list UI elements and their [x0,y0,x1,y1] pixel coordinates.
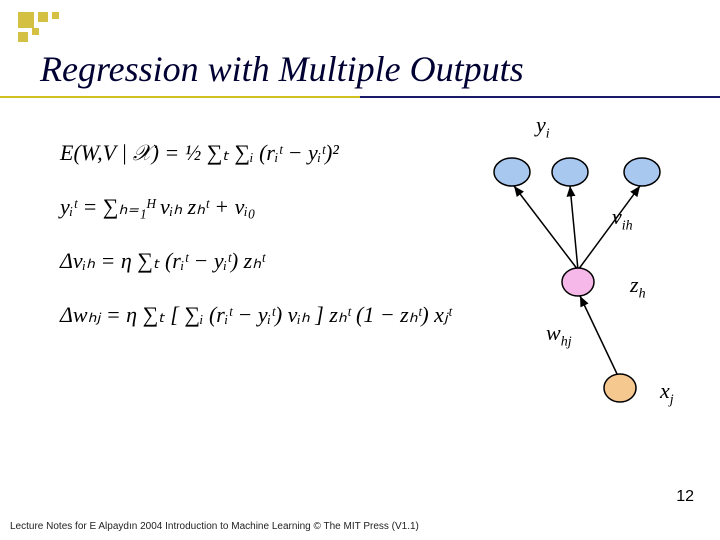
label-z: zh [630,272,646,302]
footer-text: Lecture Notes for E Alpaydın 2004 Introd… [10,521,419,532]
equation-delta-v: Δvᵢₕ = η ∑ₜ (rᵢᵗ − yᵢᵗ) zₕᵗ [60,248,451,274]
equation-output: yᵢᵗ = ∑ₕ₌₁ᴴ vᵢₕ zₕᵗ + vᵢ₀ [60,194,451,220]
corner-decoration [18,12,78,52]
equation-delta-w: Δwₕⱼ = η ∑ₜ [ ∑ᵢ (rᵢᵗ − yᵢᵗ) vᵢₕ ] zₕᵗ (… [60,302,451,328]
label-w: whj [546,320,572,350]
equation-error: E(W,V | 𝒳) = ½ ∑ₜ ∑ᵢ (rᵢᵗ − yᵢᵗ)² [60,140,451,166]
label-v: vih [612,204,633,234]
network-diagram: yi vih zh whj xj [470,108,710,428]
slide-title: Regression with Multiple Outputs [40,48,524,90]
page-number: 12 [676,488,694,506]
network-svg [470,108,710,428]
title-underline [0,96,720,98]
label-x: xj [660,378,674,408]
label-y: yi [536,112,550,142]
equations-block: E(W,V | 𝒳) = ½ ∑ₜ ∑ᵢ (rᵢᵗ − yᵢᵗ)² yᵢᵗ = … [60,140,451,356]
